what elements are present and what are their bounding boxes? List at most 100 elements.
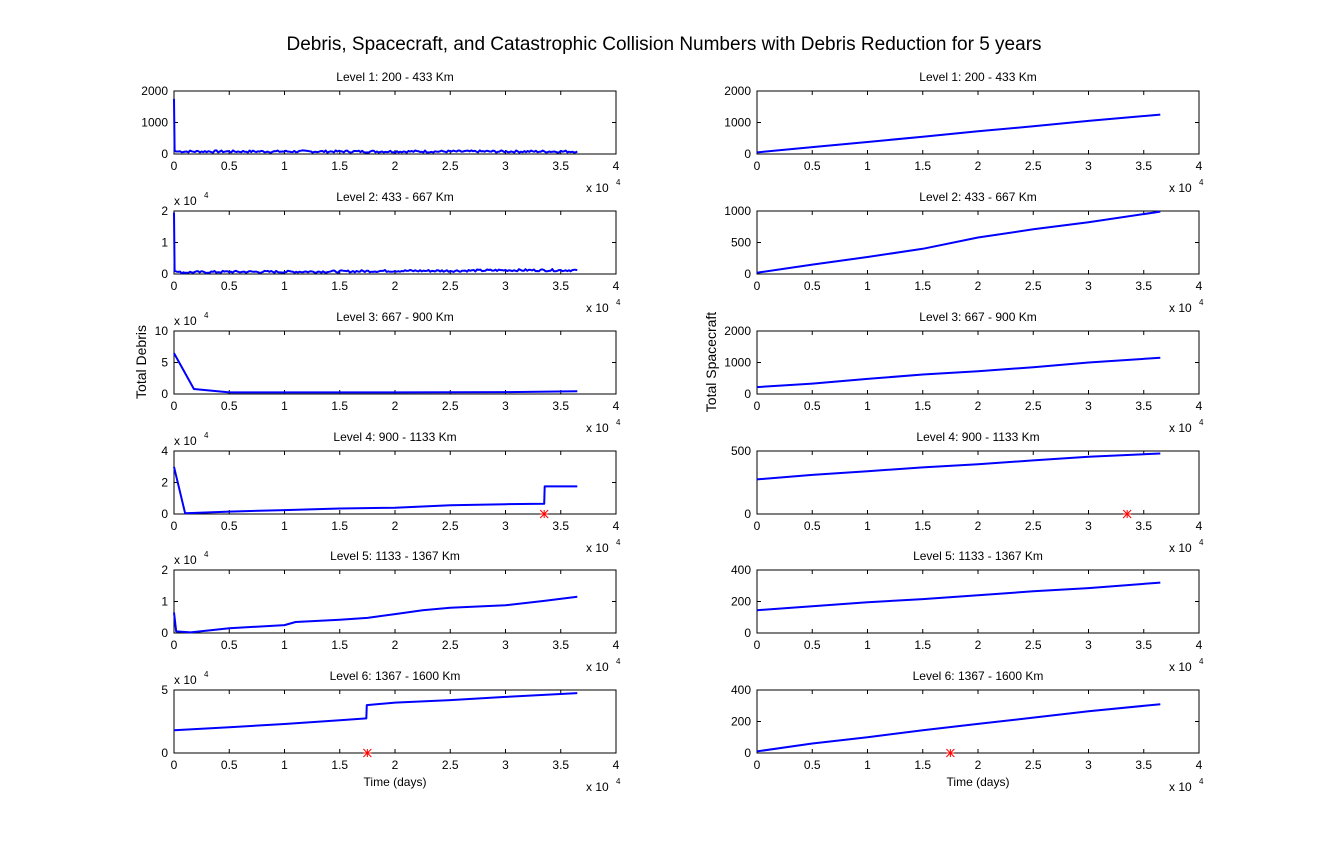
x-tick-label: 1.5 — [914, 279, 931, 293]
x-tick-label: 2.5 — [442, 279, 459, 293]
x-tick-label: 4 — [613, 638, 620, 652]
x-tick-label: 1 — [864, 519, 871, 533]
y-tick-label: 1 — [161, 595, 168, 609]
y-tick-label: 1000 — [141, 116, 168, 130]
x-tick-label: 2.5 — [442, 758, 459, 772]
collision-marker — [946, 748, 955, 758]
x-tick-label: 4 — [613, 279, 620, 293]
x-tick-label: 0.5 — [221, 638, 238, 652]
y-tick-label: 200 — [731, 715, 751, 729]
x-tick-label: 3 — [502, 519, 509, 533]
x-tick-label: 4 — [1196, 159, 1203, 173]
x-tick-label: 3.5 — [552, 399, 569, 413]
x-tick-label: 3.5 — [552, 638, 569, 652]
y-multiplier-exponent: 4 — [204, 191, 209, 200]
x-multiplier-exponent: 4 — [616, 298, 621, 307]
subplot-spacecraft-level-5: Level 5: 1133 - 1367 Km 0 0.5 1 1.5 2 2.5 3 3.5 4… — [731, 549, 1204, 674]
x-tick-label: 1 — [281, 159, 288, 173]
axes-box — [756, 330, 1200, 395]
y-multiplier: x 10 — [174, 194, 197, 208]
x-multiplier: x 10 — [1169, 421, 1192, 435]
x-tick-label: 1 — [281, 279, 288, 293]
x-tick-label: 3 — [502, 159, 509, 173]
y-tick-label: 1000 — [724, 204, 751, 218]
x-multiplier-exponent: 4 — [616, 657, 621, 666]
axes-box — [173, 450, 617, 515]
x-tick-label: 1 — [281, 399, 288, 413]
figure-title: Debris, Spacecraft, and Catastrophic Col… — [286, 34, 1041, 55]
axes-box — [173, 689, 617, 754]
x-tick-label: 2.5 — [1025, 638, 1042, 652]
x-multiplier-exponent: 4 — [616, 538, 621, 547]
x-tick-label: 1.5 — [914, 399, 931, 413]
ylabel-total-spacecraft: Total Spacecraft — [703, 312, 719, 412]
x-tick-label: 2.5 — [442, 399, 459, 413]
subplot-spacecraft-level-6: Level 6: 1367 - 1600 Km 0 0.5 1 1.5 2 2.5 3 3.5 4… — [731, 669, 1204, 794]
x-tick-label: 4 — [1196, 638, 1203, 652]
y-multiplier-exponent: 4 — [204, 431, 209, 440]
y-tick-label: 400 — [731, 563, 751, 577]
axes-box — [756, 210, 1200, 275]
x-multiplier-exponent: 4 — [1199, 298, 1204, 307]
subplot-title: Level 4: 900 - 1133 Km — [916, 430, 1039, 444]
axes-box — [756, 450, 1200, 515]
x-multiplier: x 10 — [1169, 780, 1192, 794]
x-tick-label: 2.5 — [442, 519, 459, 533]
x-tick-label: 2.5 — [442, 159, 459, 173]
x-tick-label: 0.5 — [804, 519, 821, 533]
series-line-debris — [173, 466, 578, 515]
y-tick-label: 1000 — [724, 356, 751, 370]
x-multiplier-exponent: 4 — [616, 777, 621, 786]
x-tick-label: 0 — [171, 758, 178, 772]
x-tick-label: 0 — [754, 279, 761, 293]
subplot-title: Level 2: 433 - 667 Km — [919, 190, 1036, 204]
x-tick-label: 2.5 — [1025, 159, 1042, 173]
x-tick-label: 3.5 — [1135, 159, 1152, 173]
y-tick-label: 0 — [744, 147, 751, 161]
series-line-spacecraft — [756, 113, 1161, 154]
x-tick-label: 0.5 — [221, 519, 238, 533]
subplot-spacecraft-level-2: Level 2: 433 - 667 Km 0 0.5 1 1.5 2 2.5 3 3.5 4 x … — [724, 190, 1204, 315]
y-tick-label: 0 — [161, 626, 168, 640]
x-tick-label: 3 — [502, 279, 509, 293]
y-tick-label: 0 — [744, 507, 751, 521]
axes-box — [173, 330, 617, 395]
subplot-title: Level 6: 1367 - 1600 Km — [330, 669, 461, 683]
ylabel-total-debris: Total Debris — [133, 325, 149, 399]
x-tick-label: 1.5 — [331, 399, 348, 413]
x-tick-label: 4 — [1196, 519, 1203, 533]
series-line-debris — [173, 595, 578, 634]
axes-box — [756, 569, 1200, 634]
x-tick-label: 0 — [171, 279, 178, 293]
x-tick-label: 3.5 — [552, 519, 569, 533]
subplot-debris-level-6: Level 6: 1367 - 1600 Km 0 0.5 1 1.5 2 2.5 3 3.5 4… — [161, 669, 621, 794]
x-tick-label: 3 — [1085, 638, 1092, 652]
series-line-debris — [173, 692, 578, 732]
x-tick-label: 1.5 — [331, 279, 348, 293]
x-tick-label: 2 — [975, 638, 982, 652]
y-multiplier-exponent: 4 — [204, 670, 209, 679]
x-tick-label: 1 — [864, 758, 871, 772]
x-tick-label: 2 — [392, 399, 399, 413]
x-multiplier: x 10 — [586, 780, 609, 794]
x-tick-label: 3.5 — [552, 279, 569, 293]
series-line-debris — [173, 212, 578, 275]
y-tick-label: 2 — [161, 204, 168, 218]
y-tick-label: 2 — [161, 563, 168, 577]
y-multiplier: x 10 — [174, 553, 197, 567]
y-tick-label: 400 — [731, 683, 751, 697]
x-tick-label: 3 — [502, 638, 509, 652]
y-tick-label: 2000 — [141, 84, 168, 98]
x-tick-label: 2 — [392, 758, 399, 772]
x-tick-label: 1.5 — [331, 519, 348, 533]
x-tick-label: 1.5 — [914, 758, 931, 772]
x-tick-label: 2 — [975, 519, 982, 533]
x-tick-label: 3 — [1085, 519, 1092, 533]
x-tick-label: 1 — [281, 758, 288, 772]
y-tick-label: 1000 — [724, 116, 751, 130]
y-tick-label: 10 — [155, 324, 169, 338]
series-line-spacecraft — [756, 210, 1161, 274]
subplot-debris-level-2: Level 2: 433 - 667 Km 0 0.5 1 1.5 2 2.5 3 3.5 4 x … — [161, 190, 621, 315]
subplot-spacecraft-level-3: Level 3: 667 - 900 Km 0 0.5 1 1.5 2 2.5 3 3.5 4 x … — [724, 310, 1204, 435]
